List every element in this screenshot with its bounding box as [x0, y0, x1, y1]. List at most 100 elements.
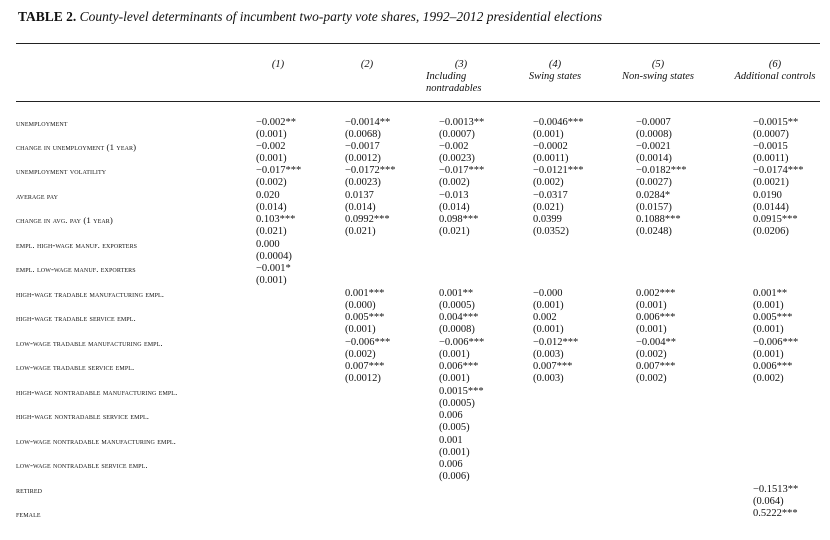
coefficient: −0.0174***: [753, 165, 804, 176]
standard-error: (0.001): [439, 447, 470, 458]
standard-error: (0.021): [256, 226, 287, 237]
standard-error: (0.021): [345, 226, 376, 237]
coefficient: 0.001: [439, 435, 463, 446]
table-cell: −0.006*** (0.001): [753, 337, 798, 361]
table-cell: −0.017*** (0.002): [439, 165, 484, 189]
column-header-1: (1): [218, 59, 338, 71]
standard-error: (0.000): [345, 300, 376, 311]
coefficient: 0.006***: [636, 312, 676, 323]
standard-error: (0.001): [636, 300, 667, 311]
table-cell: 0.005*** (0.001): [345, 312, 384, 336]
coefficient: −0.002: [256, 141, 286, 152]
standard-error: (0.002): [753, 373, 784, 384]
coefficient: −0.1513**: [753, 484, 799, 495]
coefficient: −0.0013**: [439, 117, 485, 128]
coefficient: −0.0182***: [636, 165, 687, 176]
coefficient: −0.006***: [753, 337, 799, 348]
standard-error: (0.001): [636, 324, 667, 335]
coefficient: 0.0915***: [753, 214, 798, 225]
standard-error: (0.002): [636, 373, 667, 384]
coefficient: 0.0015***: [439, 386, 484, 397]
row-label: UNEMPLOYMENT: [16, 118, 68, 128]
standard-error: (0.014): [345, 202, 376, 213]
coefficient: −0.0014**: [345, 117, 391, 128]
row-label: CHANGE IN AVG. PAY (1 YEAR): [16, 215, 113, 225]
standard-error: (0.014): [256, 202, 287, 213]
table-cell: −0.012*** (0.003): [533, 337, 578, 361]
table-cell: 0.001*** (0.000): [345, 288, 384, 312]
coefficient: 0.0399: [533, 214, 562, 225]
table-cell: −0.0174*** (0.0021): [753, 165, 804, 189]
standard-error: (0.021): [439, 226, 470, 237]
column-header-2: (2): [307, 59, 427, 71]
table-cell: −0.004** (0.002): [636, 337, 676, 361]
coefficient: −0.0017: [345, 141, 380, 152]
row-label: HIGH-WAGE TRADABLE MANUFACTURING EMPL.: [16, 289, 165, 299]
standard-error: (0.0005): [439, 300, 475, 311]
row-label: HIGH-WAGE NONTRADABLE MANUFACTURING EMPL…: [16, 387, 178, 397]
column-name: Swing states: [528, 71, 582, 82]
column-number: (6): [768, 59, 782, 70]
coefficient: 0.001**: [753, 288, 788, 299]
table-cell: −0.0172*** (0.0023): [345, 165, 396, 189]
table-cell: −0.002** (0.001): [256, 117, 296, 141]
table-cell: −0.017*** (0.002): [256, 165, 301, 189]
standard-error: (0.064): [753, 496, 784, 507]
table-cell: 0.006 (0.005): [439, 410, 470, 434]
standard-error: (0.001): [533, 129, 564, 140]
coefficient: 0.006***: [439, 361, 479, 372]
coefficient: 0.002***: [636, 288, 676, 299]
standard-error: (0.0012): [345, 153, 381, 164]
row-label: FEMALE: [16, 509, 41, 519]
table-cell: 0.0284* (0.0157): [636, 190, 672, 214]
coefficient: −0.0007: [636, 117, 671, 128]
row-label: LOW-WAGE TRADABLE MANUFACTURING EMPL.: [16, 338, 163, 348]
coefficient: 0.5222***: [753, 508, 798, 519]
table-cell: 0.0137 (0.014): [345, 190, 376, 214]
standard-error: (0.001): [753, 300, 784, 311]
table-cell: 0.001 (0.001): [439, 435, 470, 459]
coefficient: 0.004***: [439, 312, 479, 323]
coefficient: −0.0046***: [533, 117, 584, 128]
standard-error: (0.001): [753, 324, 784, 335]
standard-error: (0.021): [533, 202, 564, 213]
table-cell: 0.006*** (0.001): [636, 312, 675, 336]
table-cell: −0.006*** (0.002): [345, 337, 390, 361]
standard-error: (0.0007): [753, 129, 789, 140]
coefficient: 0.0284*: [636, 190, 671, 201]
coefficient: 0.005***: [345, 312, 385, 323]
table-cell: −0.002 (0.0023): [439, 141, 475, 165]
table-caption: County-level determinants of incumbent t…: [79, 9, 603, 24]
coefficient: 0.001**: [439, 288, 474, 299]
coefficient: 0.006***: [753, 361, 793, 372]
row-label: CHANGE IN UNEMPLOYMENT (1 YEAR): [16, 142, 137, 152]
table-cell: 0.007*** (0.0012): [345, 361, 384, 385]
row-label: LOW-WAGE TRADABLE SERVICE EMPL.: [16, 362, 135, 372]
row-label: LOW-WAGE NONTRADABLE SERVICE EMPL.: [16, 460, 148, 470]
standard-error: (0.003): [533, 349, 564, 360]
table-cell: −0.000 (0.001): [533, 288, 564, 312]
row-label: AVERAGE PAY: [16, 191, 59, 201]
coefficient: −0.017***: [256, 165, 302, 176]
header-rule: [16, 101, 820, 102]
column-number: (1): [271, 59, 285, 70]
table-cell: 0.002*** (0.001): [636, 288, 675, 312]
standard-error: (0.0011): [533, 153, 569, 164]
coefficient: 0.020: [256, 190, 280, 201]
column-header-4: (4) Swing states: [495, 59, 615, 83]
coefficient: 0.1088***: [636, 214, 681, 225]
standard-error: (0.0004): [256, 251, 292, 262]
standard-error: (0.0007): [439, 129, 475, 140]
coefficient: 0.0190: [753, 190, 782, 201]
standard-error: (0.0021): [753, 177, 789, 188]
standard-error: (0.001): [256, 275, 287, 286]
row-label: HIGH-WAGE TRADABLE SERVICE EMPL.: [16, 313, 136, 323]
table-cell: 0.020 (0.014): [256, 190, 287, 214]
standard-error: (0.002): [345, 349, 376, 360]
column-name: Non-swing states: [621, 71, 695, 82]
row-label: UNEMPLOYMENT VOLATILITY: [16, 166, 107, 176]
table-cell: 0.006 (0.006): [439, 459, 470, 483]
column-number: (5): [651, 59, 665, 70]
table-cell: 0.5222***: [753, 508, 798, 520]
coefficient: −0.004**: [636, 337, 677, 348]
